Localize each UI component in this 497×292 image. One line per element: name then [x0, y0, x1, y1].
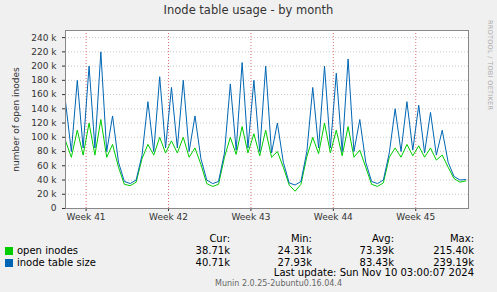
html-text:Cur:: Cur:	[209, 233, 230, 244]
svg-text:Week 44: Week 44	[314, 212, 353, 222]
html-text:Last update: Sun Nov 10 03:00:: Last update: Sun Nov 10 03:00:07 2024	[273, 267, 474, 278]
html-text:inode table size: inode table size	[17, 257, 96, 268]
svg-text:Week 43: Week 43	[231, 212, 270, 222]
svg-text:20 k: 20 k	[37, 189, 57, 199]
svg-text:80 k: 80 k	[37, 146, 57, 156]
html-text:RRDTOOL / TOBI OETIKER: RRDTOOL / TOBI OETIKER	[486, 20, 494, 111]
html-text:Munin 2.0.25-2ubuntu0.16.04.4: Munin 2.0.25-2ubuntu0.16.04.4	[215, 279, 342, 288]
svg-text:240 k: 240 k	[31, 33, 57, 43]
svg-text:40 k: 40 k	[37, 175, 57, 185]
html-text:Inode table usage - by month: Inode table usage - by month	[163, 3, 334, 17]
svg-text:Week 45: Week 45	[396, 212, 435, 222]
html-text:40.71k: 40.71k	[195, 257, 230, 268]
html-text:215.40k: 215.40k	[433, 245, 474, 256]
svg-text:100 k: 100 k	[31, 132, 57, 142]
svg-text:0: 0	[51, 203, 57, 213]
svg-text:160 k: 160 k	[31, 89, 57, 99]
html-text:24.31k: 24.31k	[277, 245, 312, 256]
html-text:Avg:: Avg:	[372, 233, 394, 244]
svg-text:220 k: 220 k	[31, 47, 57, 57]
html-text:open inodes: open inodes	[17, 245, 79, 256]
svg-text:180 k: 180 k	[31, 75, 57, 85]
svg-text:Week 41: Week 41	[67, 212, 106, 222]
svg-text:140 k: 140 k	[31, 104, 57, 114]
svg-text:number of open inodes: number of open inodes	[11, 67, 21, 172]
svg-text:60 k: 60 k	[37, 161, 57, 171]
svg-text:200 k: 200 k	[31, 61, 57, 71]
html-text:83.43k: 83.43k	[359, 257, 394, 268]
svg-text:Week 42: Week 42	[149, 212, 188, 222]
html-text:239.19k: 239.19k	[433, 257, 474, 268]
html-text:27.93k: 27.93k	[277, 257, 312, 268]
svg-text:120 k: 120 k	[31, 118, 57, 128]
html-text:Max:: Max:	[450, 233, 474, 244]
html-text:Min:: Min:	[290, 233, 312, 244]
html-text:38.71k: 38.71k	[195, 245, 230, 256]
html-text:73.39k: 73.39k	[359, 245, 394, 256]
